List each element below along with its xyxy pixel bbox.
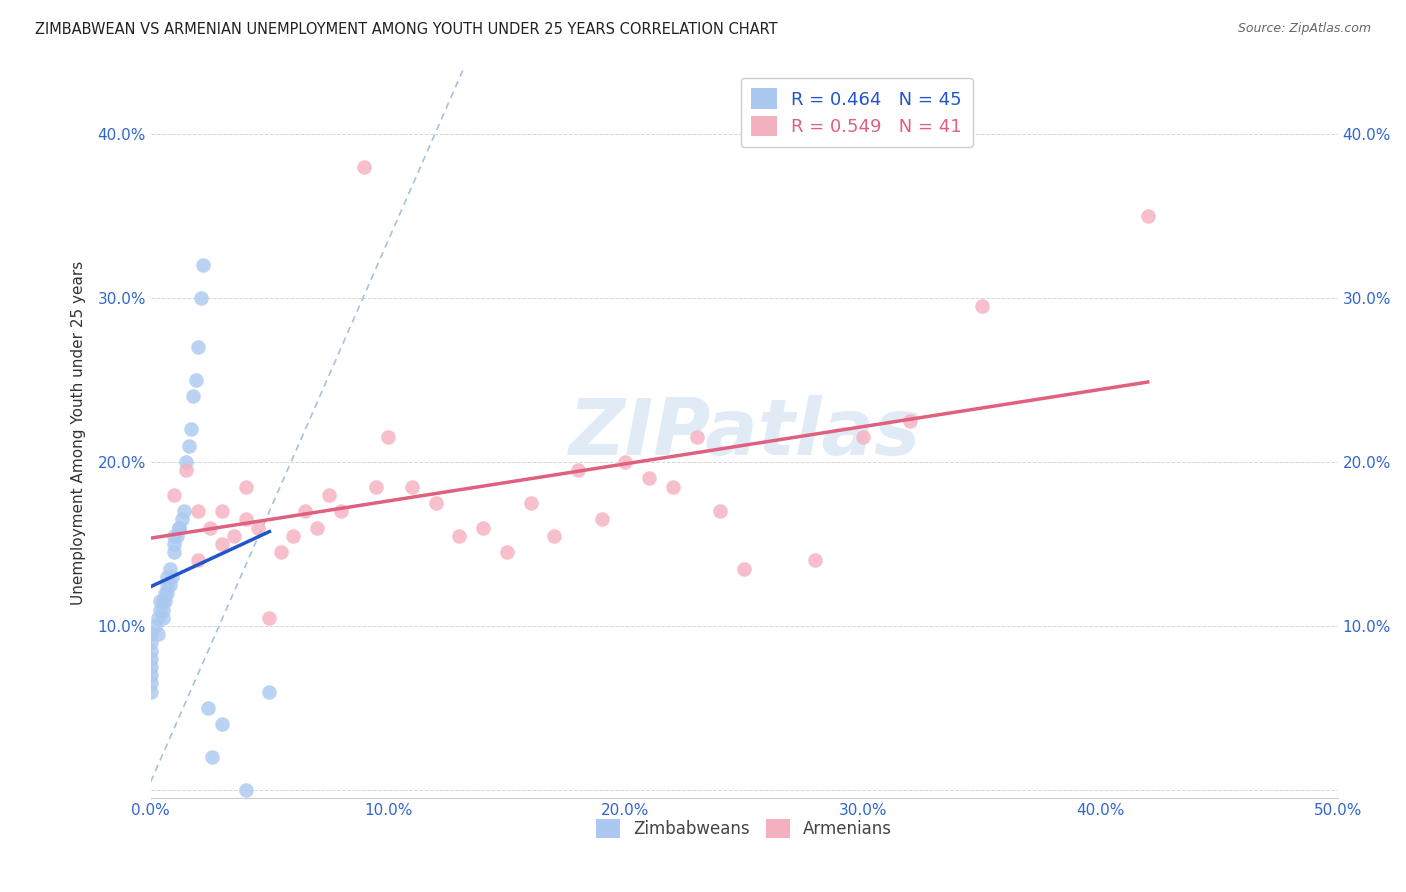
Point	[187, 504, 209, 518]
Point	[163, 529, 186, 543]
Text: Source: ZipAtlas.com: Source: ZipAtlas.com	[1237, 22, 1371, 36]
Point	[197, 701, 219, 715]
Point	[139, 643, 162, 657]
Point	[377, 430, 399, 444]
Point	[139, 660, 162, 674]
Point	[519, 496, 541, 510]
Point	[270, 545, 292, 559]
Point	[472, 520, 495, 534]
Point	[180, 422, 202, 436]
Point	[187, 553, 209, 567]
Point	[139, 652, 162, 666]
Point	[152, 611, 174, 625]
Point	[198, 520, 221, 534]
Point	[166, 529, 188, 543]
Point	[173, 504, 195, 518]
Point	[163, 537, 186, 551]
Point	[211, 537, 233, 551]
Point	[149, 594, 172, 608]
Point	[1136, 209, 1159, 223]
Point	[191, 258, 214, 272]
Point	[156, 578, 179, 592]
Point	[449, 529, 471, 543]
Point	[159, 578, 181, 592]
Point	[259, 611, 281, 625]
Point	[152, 602, 174, 616]
Point	[190, 291, 212, 305]
Point	[139, 684, 162, 698]
Point	[543, 529, 565, 543]
Point	[222, 529, 245, 543]
Text: ZIMBABWEAN VS ARMENIAN UNEMPLOYMENT AMONG YOUTH UNDER 25 YEARS CORRELATION CHART: ZIMBABWEAN VS ARMENIAN UNEMPLOYMENT AMON…	[35, 22, 778, 37]
Point	[259, 684, 281, 698]
Point	[733, 561, 755, 575]
Legend: Zimbabweans, Armenians: Zimbabweans, Armenians	[589, 812, 898, 845]
Point	[638, 471, 661, 485]
Point	[804, 553, 827, 567]
Point	[139, 635, 162, 649]
Point	[294, 504, 316, 518]
Text: ZIPatlas: ZIPatlas	[568, 395, 921, 471]
Point	[852, 430, 875, 444]
Point	[614, 455, 637, 469]
Point	[366, 480, 388, 494]
Point	[153, 586, 176, 600]
Point	[281, 529, 304, 543]
Point	[145, 619, 167, 633]
Point	[709, 504, 731, 518]
Point	[152, 594, 174, 608]
Point	[898, 414, 921, 428]
Y-axis label: Unemployment Among Youth under 25 years: Unemployment Among Youth under 25 years	[72, 261, 86, 606]
Point	[495, 545, 517, 559]
Point	[156, 586, 179, 600]
Point	[153, 594, 176, 608]
Point	[176, 463, 198, 477]
Point	[235, 512, 257, 526]
Point	[176, 455, 198, 469]
Point	[159, 561, 181, 575]
Point	[970, 299, 993, 313]
Point	[305, 520, 328, 534]
Point	[183, 389, 205, 403]
Point	[156, 570, 179, 584]
Point	[139, 676, 162, 690]
Point	[146, 611, 169, 625]
Point	[167, 520, 190, 534]
Point	[211, 504, 233, 518]
Point	[139, 627, 162, 641]
Point	[167, 520, 190, 534]
Point	[211, 717, 233, 731]
Point	[201, 750, 224, 764]
Point	[184, 373, 207, 387]
Point	[567, 463, 589, 477]
Point	[149, 602, 172, 616]
Point	[425, 496, 447, 510]
Point	[353, 160, 375, 174]
Point	[318, 488, 340, 502]
Point	[177, 439, 200, 453]
Point	[401, 480, 423, 494]
Point	[163, 488, 186, 502]
Point	[591, 512, 613, 526]
Point	[187, 340, 209, 354]
Point	[329, 504, 352, 518]
Point	[163, 545, 186, 559]
Point	[686, 430, 709, 444]
Point	[235, 480, 257, 494]
Point	[170, 512, 193, 526]
Point	[146, 627, 169, 641]
Point	[139, 668, 162, 682]
Point	[246, 520, 269, 534]
Point	[160, 570, 183, 584]
Point	[235, 783, 257, 797]
Point	[662, 480, 685, 494]
